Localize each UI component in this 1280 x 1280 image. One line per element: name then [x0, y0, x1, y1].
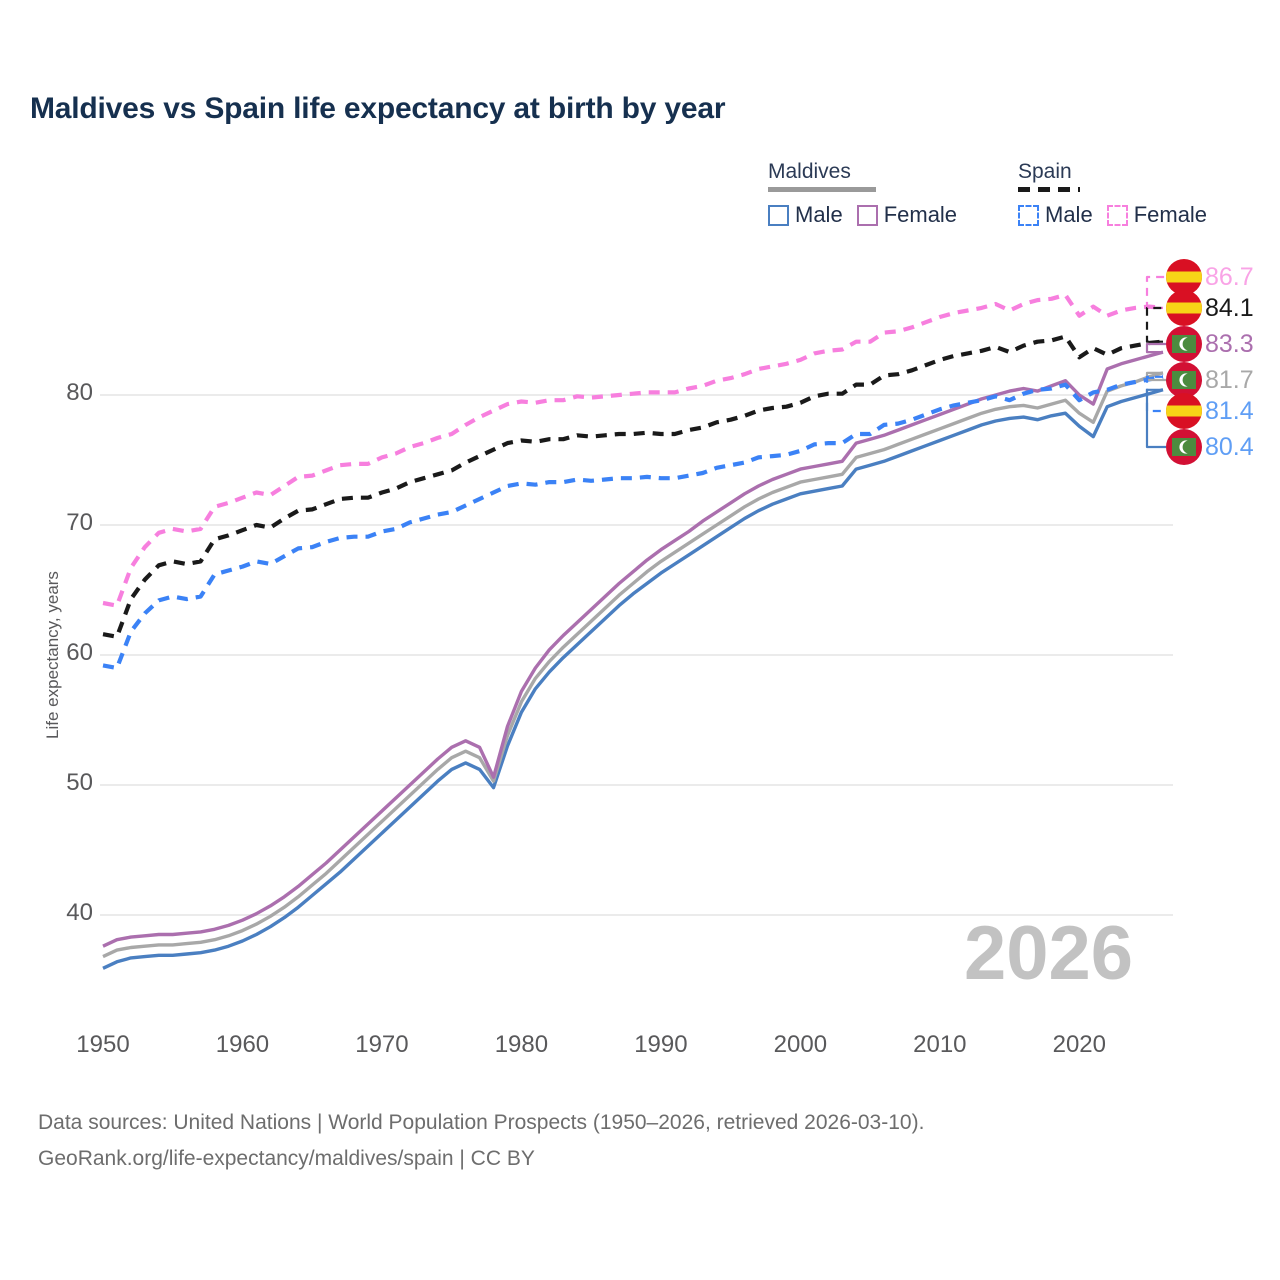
- legend-rule-spain: [1018, 187, 1080, 192]
- end-label-spain-total[interactable]: 84.1: [1166, 290, 1254, 326]
- end-label-value: 81.7: [1205, 365, 1254, 394]
- legend-item-maldives-male[interactable]: Male: [768, 202, 843, 228]
- x-tick-1970: 1970: [355, 1031, 409, 1058]
- legend-label-maldives-female: Female: [883, 202, 958, 227]
- x-tick-2000: 2000: [773, 1031, 828, 1058]
- maldives-flag-icon: [1166, 326, 1202, 362]
- end-label-maldives-total[interactable]: 81.7: [1166, 362, 1254, 398]
- legend-label-spain-female: Female: [1133, 202, 1208, 227]
- end-label-spain-male[interactable]: 81.4: [1166, 393, 1254, 429]
- y-tick-80: 80: [66, 379, 93, 406]
- leader-line: [1145, 342, 1166, 354]
- maldives-flag-icon: [1166, 429, 1202, 465]
- x-tick-1980: 1980: [494, 1031, 549, 1058]
- page-title: Maldives vs Spain life expectancy at bir…: [30, 92, 726, 125]
- end-label-value: 83.3: [1205, 329, 1254, 358]
- end-label-value: 81.4: [1205, 396, 1254, 425]
- legend-label-spain-male: Male: [1045, 202, 1093, 227]
- legend-item-spain-male[interactable]: Male: [1018, 202, 1093, 228]
- end-label-value: 86.7: [1205, 262, 1254, 291]
- legend-swatch-maldives-female: [856, 204, 878, 226]
- legend-swatch-maldives-male: [768, 204, 789, 226]
- legend-group-title-spain: Spain: [1018, 160, 1072, 183]
- legend-rule-maldives: [768, 187, 876, 192]
- legend-group-spain: Spain Male Female: [1018, 160, 1207, 228]
- x-tick-2020: 2020: [1052, 1031, 1106, 1058]
- legend-swatch-spain-female: [1106, 204, 1128, 226]
- y-tick-60: 60: [66, 639, 93, 666]
- legend-label-maldives-male: Male: [795, 202, 843, 227]
- end-label-spain-female[interactable]: 86.7: [1166, 259, 1254, 295]
- series-line-spain-total: [102, 334, 1164, 639]
- series-line-maldives-female: [102, 350, 1164, 948]
- end-label-value: 80.4: [1205, 432, 1254, 461]
- leader-line: [1145, 371, 1166, 382]
- x-tick-1960: 1960: [215, 1031, 270, 1058]
- leader-line: [1145, 388, 1166, 449]
- leader-line: [1145, 306, 1166, 343]
- gridlines: [100, 394, 1173, 916]
- y-tick-40: 40: [66, 899, 93, 926]
- legend-group-maldives: Maldives Male Female: [768, 160, 957, 228]
- end-label-leaders: [1145, 275, 1166, 449]
- x-tick-1990: 1990: [634, 1031, 688, 1058]
- x-tick-2010: 2010: [913, 1031, 967, 1058]
- spain-flag-icon: [1166, 290, 1202, 326]
- series-line-spain-female: [102, 292, 1164, 608]
- chart-legend: Maldives Male Female Spain Male: [760, 160, 1260, 240]
- end-label-maldives-female[interactable]: 83.3: [1166, 326, 1254, 362]
- footer-line-attribution: GeoRank.org/life-expectancy/maldives/spa…: [38, 1147, 535, 1170]
- end-label-group: 86.7 84.1 83.3 81.7 81.4 80.4: [1166, 0, 1280, 1280]
- spain-flag-icon: [1166, 259, 1202, 295]
- footer: Data sources: United Nations | World Pop…: [38, 1105, 924, 1177]
- end-label-value: 84.1: [1205, 293, 1254, 322]
- series-line-maldives-total: [102, 371, 1164, 959]
- footer-line-sources: Data sources: United Nations | World Pop…: [38, 1111, 925, 1134]
- legend-swatch-spain-male: [1018, 204, 1039, 226]
- series-line-maldives-male: [102, 388, 1164, 970]
- leader-line: [1145, 375, 1166, 413]
- year-watermark: 2026: [964, 911, 1134, 996]
- leader-line: [1145, 275, 1166, 309]
- maldives-flag-icon: [1166, 362, 1202, 398]
- legend-item-spain-female[interactable]: Female: [1106, 202, 1208, 228]
- y-tick-70: 70: [66, 509, 93, 536]
- spain-flag-icon: [1166, 393, 1202, 429]
- legend-item-maldives-female[interactable]: Female: [856, 202, 958, 228]
- series-line-spain-male: [102, 374, 1164, 671]
- y-tick-50: 50: [66, 769, 93, 796]
- legend-group-title-maldives: Maldives: [768, 160, 851, 183]
- end-label-maldives-male[interactable]: 80.4: [1166, 429, 1254, 465]
- series-lines: [102, 292, 1164, 970]
- x-tick-1950: 1950: [76, 1031, 130, 1058]
